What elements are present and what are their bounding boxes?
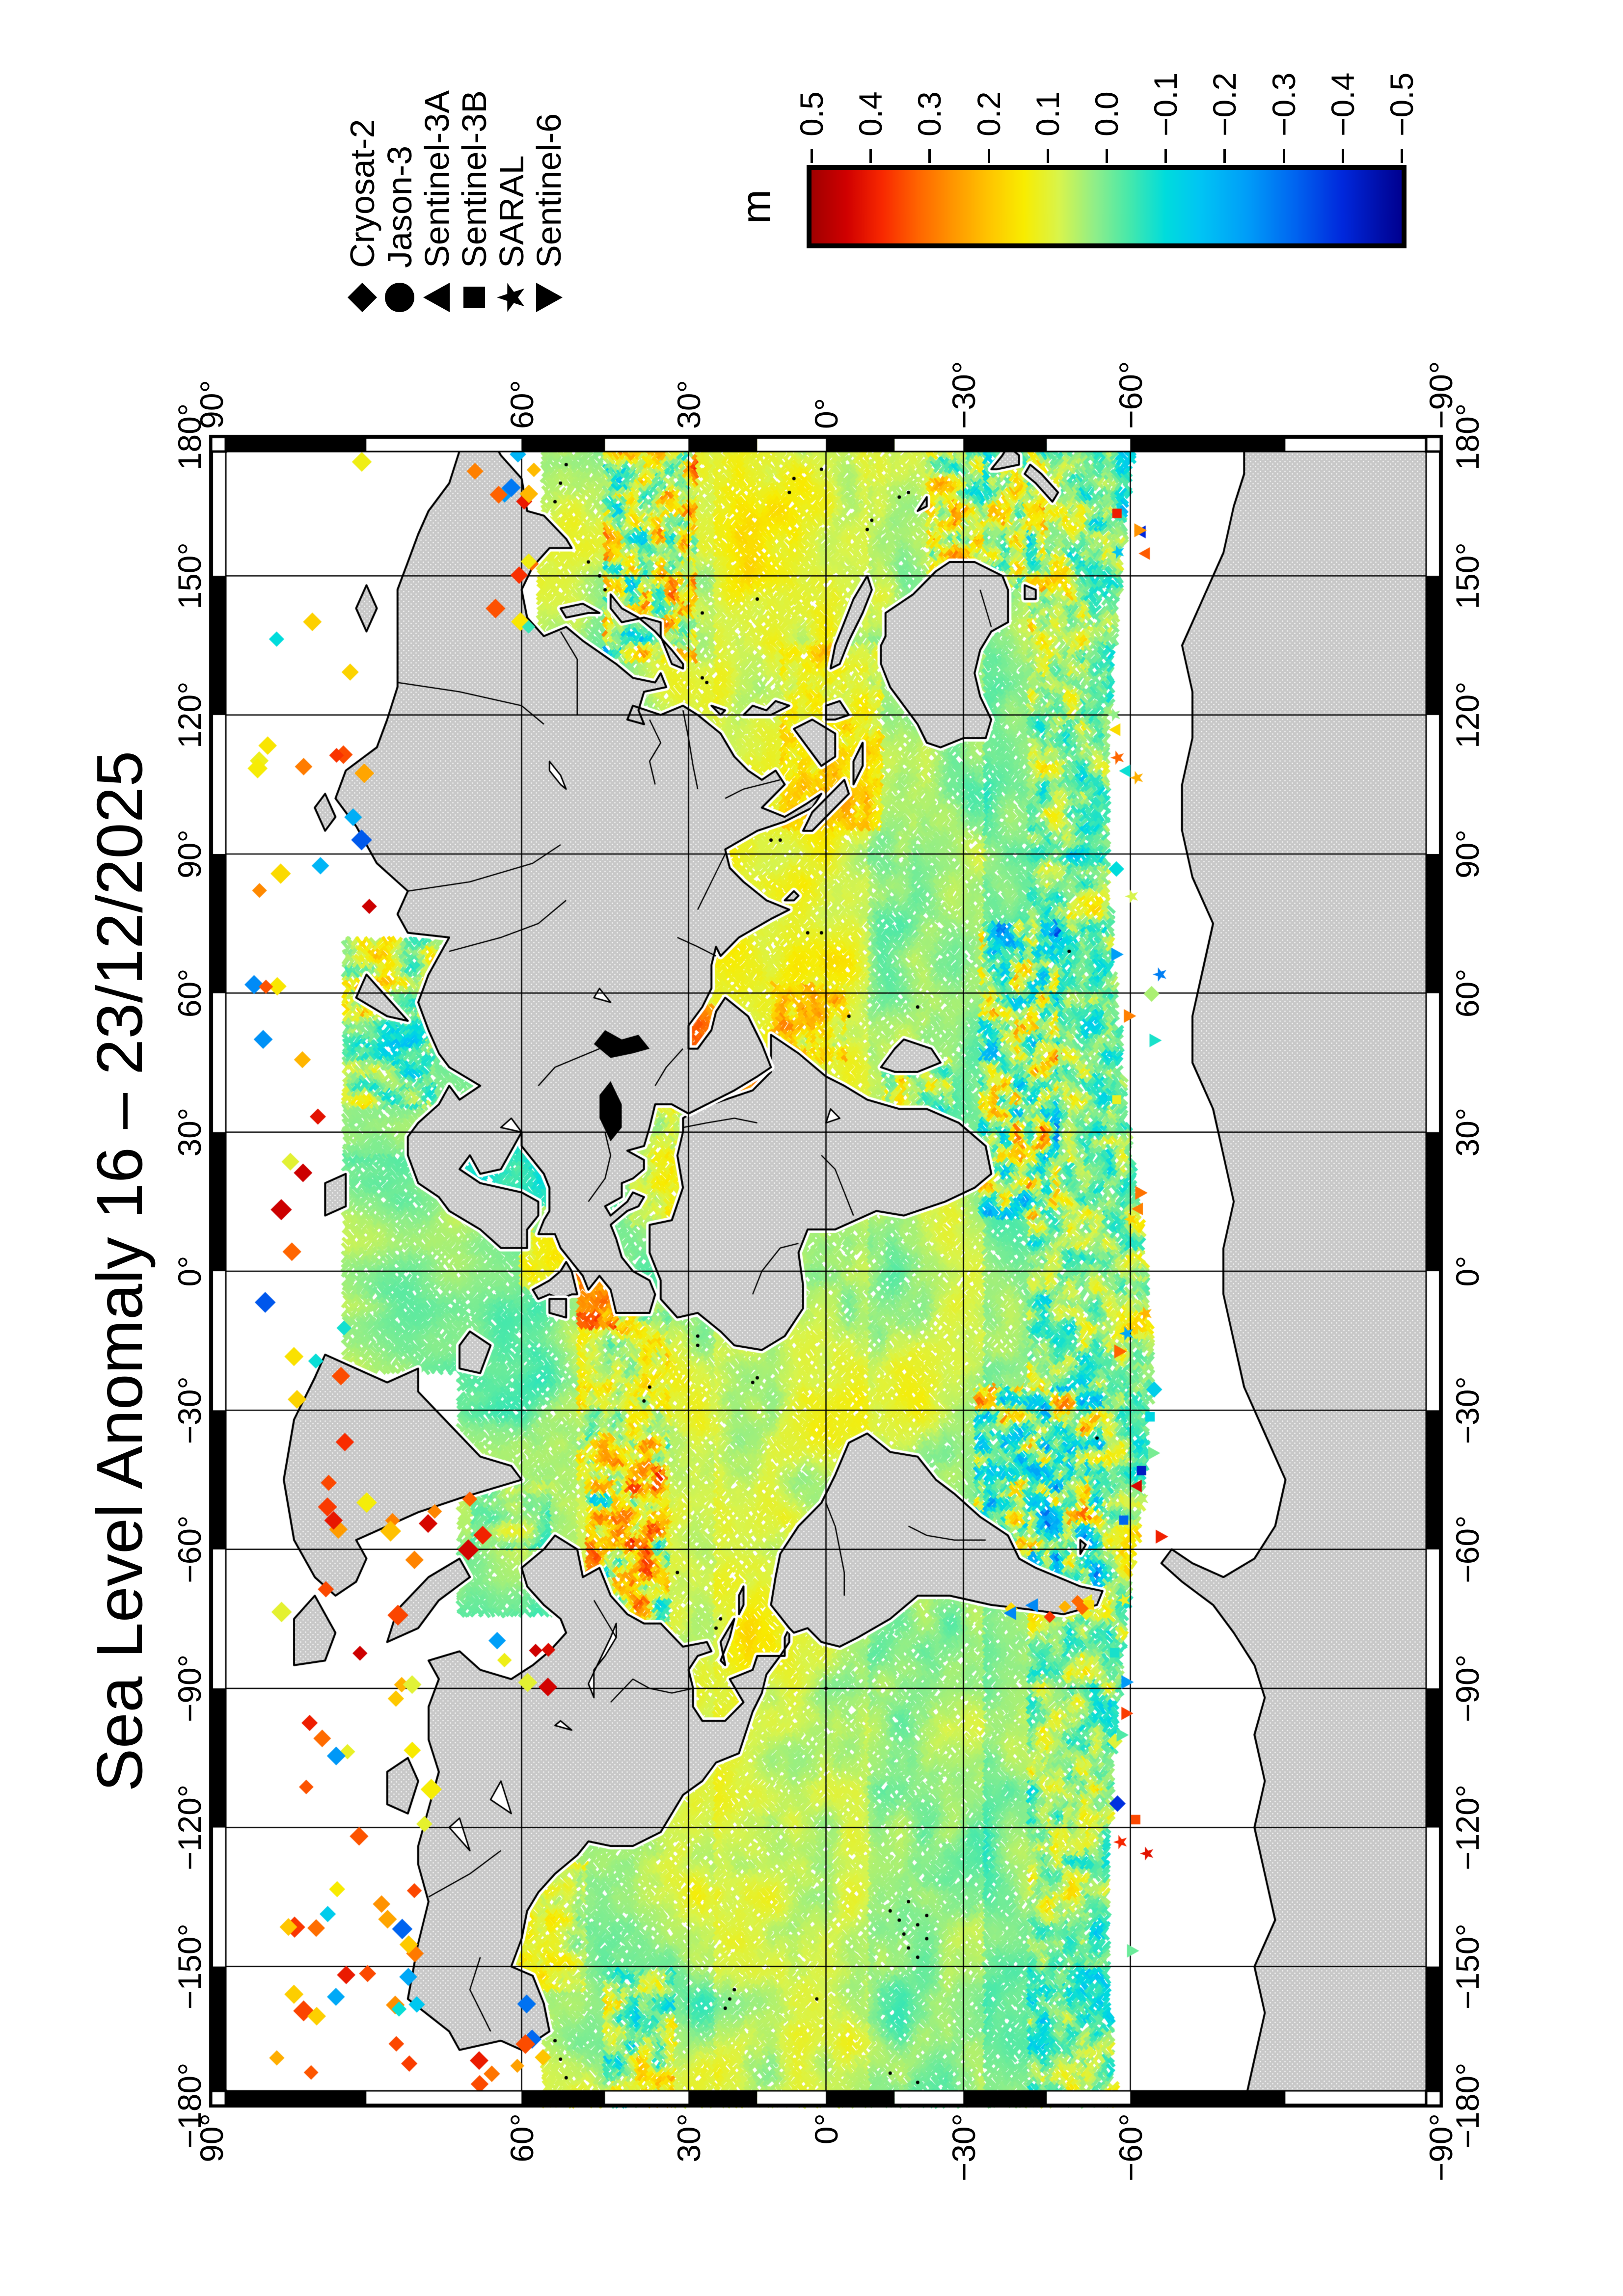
colorbar-tick (928, 149, 931, 163)
lon-axis-label-north: 120° (171, 681, 208, 748)
square-icon (459, 282, 490, 313)
colorbar-tick-label: −0.1 (1147, 72, 1184, 136)
colorbar-tick (1164, 149, 1167, 163)
colorbar-tick (1223, 149, 1226, 163)
lon-axis-label-south: −150° (1449, 1923, 1486, 2010)
colorbar-tick-label: −0.5 (1383, 72, 1420, 136)
legend-item-sentinel-3b: Sentinel-3B (455, 90, 493, 313)
colorbar-tick-label: 0.3 (911, 91, 948, 136)
colorbar-tick-label: 0.5 (793, 91, 830, 136)
colorbar-tick (987, 149, 990, 163)
lon-axis-label-north: 150° (171, 542, 208, 610)
lon-axis-label-north: 30° (171, 1107, 208, 1157)
lon-axis-label-south: 150° (1449, 542, 1486, 610)
lon-axis-label-south: −30° (1449, 1376, 1486, 1444)
lon-axis-label-north: 60° (171, 968, 208, 1018)
legend-item-jason-3: Jason-3 (380, 145, 419, 313)
colorbar-tick-label: −0.2 (1206, 72, 1243, 136)
diamond-icon (347, 282, 378, 313)
lat-axis-label-west: 0° (808, 2113, 844, 2145)
lon-axis-label-south: 90° (1449, 829, 1486, 879)
legend-satellite-label: Cryosat-2 (343, 119, 381, 268)
lat-axis-label-east: 60° (503, 380, 540, 429)
legend-item-sentinel-6: Sentinel-6 (530, 113, 568, 313)
colorbar-tick (869, 149, 872, 163)
colorbar-tick (1401, 149, 1403, 163)
legend-satellite-label: Jason-3 (380, 145, 419, 268)
triangle-down-icon (533, 282, 565, 313)
colorbar-tick (1046, 149, 1049, 163)
lat-axis-label-east: −90° (1422, 361, 1459, 429)
lat-axis-label-west: 30° (670, 2113, 707, 2163)
legend-item-saral: SARAL (492, 155, 531, 313)
lat-axis-label-west: −90° (1422, 2113, 1459, 2182)
lon-axis-label-south: 60° (1449, 968, 1486, 1018)
lon-axis-label-north: −90° (171, 1654, 208, 1723)
colorbar-tick-label: 0.2 (970, 91, 1007, 136)
legend-item-sentinel-3a: Sentinel-3A (418, 90, 456, 313)
legend-satellite-label: Sentinel-6 (530, 113, 568, 268)
colorbar-tick (811, 149, 813, 163)
colorbar-gradient (812, 170, 1402, 243)
page-title: Sea Level Anomaly 16 – 23/12/2025 (83, 750, 156, 1792)
lon-axis-label-north: −150° (171, 1923, 208, 2010)
colorbar-tick-label: 0.1 (1029, 91, 1066, 136)
lat-axis-label-east: −60° (1112, 361, 1149, 429)
lat-axis-label-east: 0° (808, 398, 844, 429)
lon-axis-label-south: 30° (1449, 1107, 1486, 1157)
lat-axis-label-west: −30° (945, 2113, 982, 2182)
colorbar-tick-label: −0.3 (1265, 72, 1302, 136)
lat-axis-label-east: 90° (193, 380, 230, 429)
colorbar-tick (1341, 149, 1344, 163)
lat-axis-label-west: 60° (503, 2113, 540, 2163)
lon-axis-label-south: 0° (1449, 1255, 1486, 1287)
legend-satellite-label: Sentinel-3B (455, 90, 493, 268)
lon-axis-label-north: −30° (171, 1376, 208, 1444)
colorbar-tick (1282, 149, 1285, 163)
lon-axis-label-south: −120° (1449, 1784, 1486, 1870)
legend-item-cryosat-2: Cryosat-2 (343, 119, 381, 313)
lon-axis-label-north: −60° (171, 1515, 208, 1583)
lon-axis-label-south: 120° (1449, 681, 1486, 748)
colorbar-tick-label: −0.4 (1324, 72, 1361, 136)
colorbar-tick-label: 0.4 (852, 91, 889, 136)
circle-icon (384, 282, 415, 313)
colorbar-unit-label: m (733, 189, 779, 224)
colorbar-tick-label: 0.0 (1088, 91, 1125, 136)
legend-satellite-label: Sentinel-3A (418, 90, 456, 268)
lat-axis-label-west: 90° (193, 2113, 230, 2163)
triangle-up-icon (421, 282, 453, 313)
lat-axis-label-east: −30° (945, 361, 982, 429)
colorbar-tick (1106, 149, 1108, 163)
lon-axis-label-north: 0° (171, 1255, 208, 1287)
lat-axis-label-east: 30° (670, 380, 707, 429)
legend-satellite-label: SARAL (492, 155, 531, 268)
lon-axis-label-south: −90° (1449, 1654, 1486, 1723)
lon-axis-label-north: −120° (171, 1784, 208, 1870)
lon-axis-label-north: 90° (171, 829, 208, 879)
colorbar (807, 165, 1407, 248)
lon-axis-label-south: −60° (1449, 1515, 1486, 1583)
lat-axis-label-west: −60° (1112, 2113, 1149, 2182)
star-icon (496, 282, 527, 313)
